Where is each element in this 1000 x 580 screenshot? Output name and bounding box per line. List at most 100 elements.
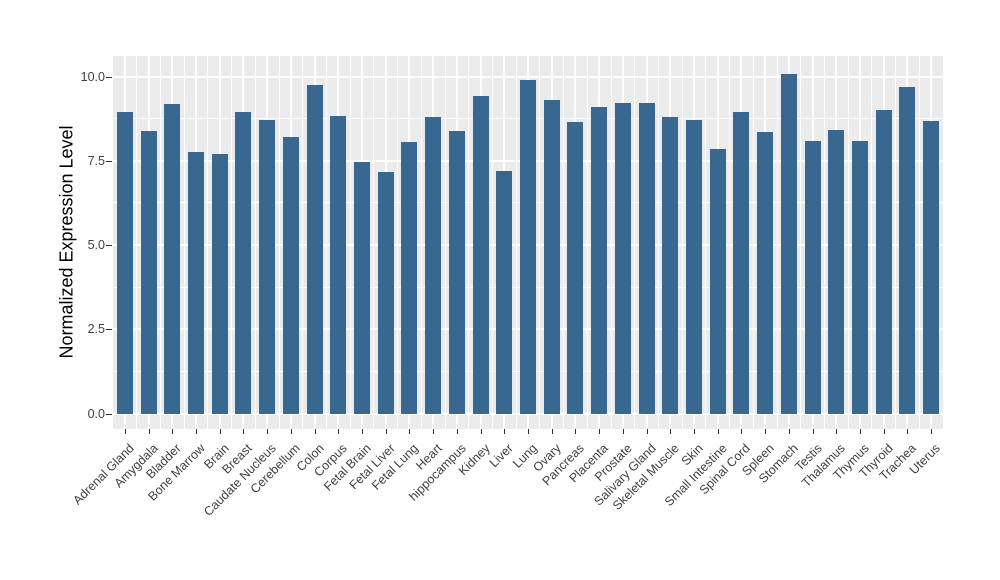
x-tick-mark	[646, 429, 648, 434]
bar	[591, 107, 608, 414]
x-minor-gridline	[847, 56, 849, 429]
x-tick-mark	[362, 429, 363, 434]
bar	[638, 102, 655, 414]
x-minor-gridline	[918, 56, 920, 429]
bar	[140, 131, 157, 414]
y-tick-mark	[106, 245, 112, 246]
y-tick-mark	[106, 329, 112, 331]
x-tick-mark	[409, 429, 411, 434]
x-minor-gridline	[681, 56, 683, 429]
x-tick-mark	[931, 429, 933, 434]
x-tick-mark	[338, 429, 340, 434]
y-tick-label: 7.5	[87, 153, 105, 168]
bar	[614, 103, 631, 414]
bar	[116, 112, 133, 414]
x-minor-gridline	[491, 56, 493, 429]
bar	[330, 115, 347, 414]
x-tick-mark	[575, 429, 577, 434]
bar	[709, 149, 726, 414]
bar	[733, 111, 750, 414]
bar	[757, 131, 774, 414]
x-tick-mark	[788, 429, 790, 434]
x-minor-gridline	[563, 56, 565, 429]
x-tick-mark	[243, 429, 245, 434]
x-tick-mark	[860, 429, 861, 434]
x-tick-mark	[124, 429, 126, 434]
x-minor-gridline	[254, 56, 256, 429]
bar	[401, 141, 418, 414]
x-tick-mark	[480, 429, 482, 434]
x-tick-mark	[836, 429, 838, 434]
x-minor-gridline	[444, 56, 446, 429]
x-tick-mark	[528, 429, 529, 434]
bar	[543, 99, 560, 414]
x-tick-mark	[148, 429, 150, 434]
bar	[306, 84, 323, 414]
x-tick-mark	[290, 429, 292, 434]
bar	[662, 116, 679, 414]
x-minor-gridline	[705, 56, 707, 429]
x-tick-mark	[694, 429, 695, 434]
bar	[282, 136, 299, 414]
x-tick-mark	[741, 429, 743, 434]
x-minor-gridline	[610, 56, 612, 429]
x-tick-mark	[504, 429, 506, 434]
x-tick-mark	[551, 429, 553, 434]
x-tick-mark	[717, 429, 719, 434]
x-tick-mark	[219, 429, 221, 434]
bar	[259, 119, 276, 414]
bar	[852, 140, 868, 414]
x-tick-mark	[456, 429, 458, 434]
x-minor-gridline	[823, 56, 825, 429]
x-tick-mark	[314, 429, 316, 434]
x-tick-mark	[196, 429, 197, 434]
x-minor-gridline	[586, 56, 588, 429]
bar	[472, 96, 489, 414]
x-minor-gridline	[397, 56, 399, 429]
x-minor-gridline	[159, 56, 161, 429]
y-tick-label: 10.0	[80, 69, 105, 84]
x-tick-mark	[385, 429, 387, 434]
x-minor-gridline	[800, 56, 802, 429]
x-tick-mark	[670, 429, 672, 434]
x-minor-gridline	[231, 56, 233, 429]
x-minor-gridline	[420, 56, 422, 429]
x-minor-gridline	[752, 56, 754, 429]
bar	[496, 170, 513, 414]
x-tick-mark	[907, 429, 909, 434]
x-tick-label-text: Liver	[487, 441, 517, 471]
x-tick-mark	[172, 429, 174, 434]
bar	[448, 131, 465, 414]
bar	[804, 140, 821, 414]
x-minor-gridline	[895, 56, 897, 429]
x-minor-gridline	[302, 56, 304, 429]
x-minor-gridline	[373, 56, 375, 429]
y-tick-mark	[106, 413, 112, 415]
bar	[899, 87, 916, 414]
x-tick-mark	[812, 429, 814, 434]
bar	[828, 130, 845, 414]
x-minor-gridline	[207, 56, 209, 429]
y-tick-label: 5.0	[87, 238, 105, 252]
x-tick-mark	[599, 429, 601, 434]
x-tick-mark	[622, 429, 624, 434]
bar	[377, 171, 394, 414]
bar	[425, 117, 442, 414]
x-minor-gridline	[871, 56, 873, 429]
bar	[164, 104, 181, 414]
x-tick-mark	[267, 429, 269, 434]
x-minor-gridline	[776, 56, 778, 429]
x-tick-mark	[433, 429, 435, 434]
y-tick-mark	[106, 76, 112, 78]
x-minor-gridline	[136, 56, 138, 429]
x-tick-mark	[765, 429, 767, 434]
bar	[235, 111, 252, 414]
x-minor-gridline	[349, 56, 351, 429]
x-minor-gridline	[729, 56, 731, 429]
y-tick-label: 0.0	[87, 406, 105, 421]
x-minor-gridline	[183, 56, 185, 429]
bar	[923, 121, 940, 414]
x-minor-gridline	[657, 56, 659, 429]
bar	[780, 73, 797, 414]
